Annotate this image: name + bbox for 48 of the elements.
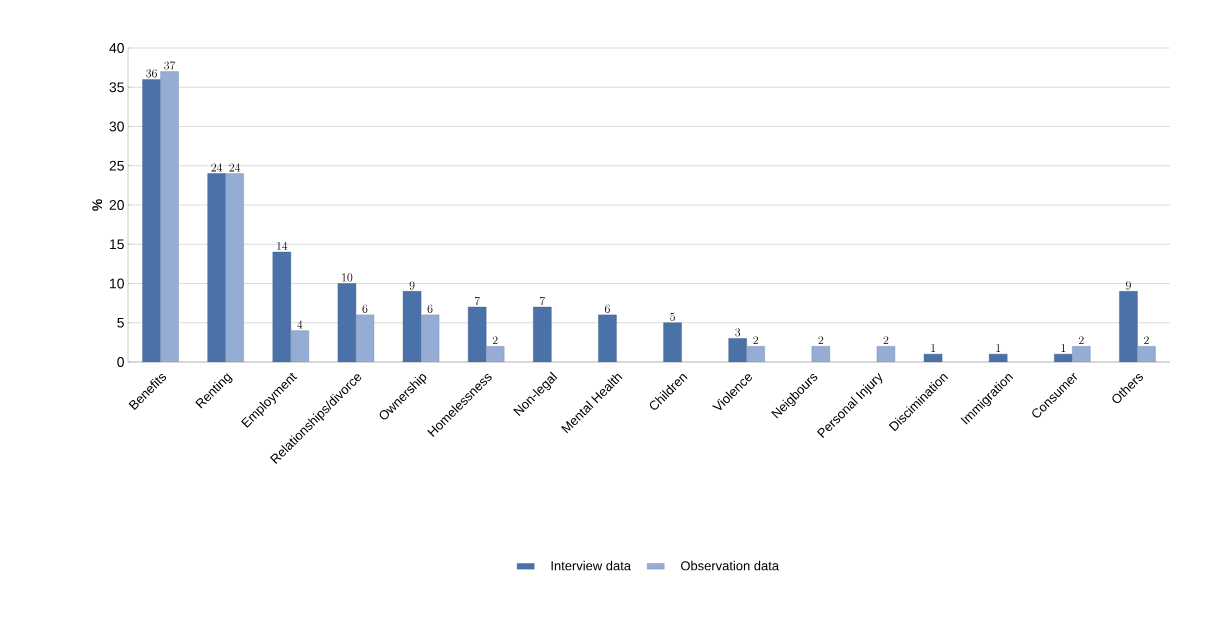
legend-label: Observation data (681, 560, 780, 571)
data-label: 9 (409, 281, 415, 290)
data-label: 2 (1078, 336, 1084, 345)
data-label: 36 (146, 69, 157, 78)
data-label: 1 (931, 344, 936, 352)
data-label: 1 (996, 344, 1001, 352)
data-label: 24 (211, 163, 223, 172)
bar (290, 330, 310, 362)
bar (598, 314, 617, 362)
data-label: 3 (735, 328, 741, 337)
data-label: 1 (1061, 344, 1066, 352)
data-label: 37 (164, 61, 176, 70)
data-label: 7 (540, 296, 546, 306)
data-label: 5 (670, 312, 675, 321)
bar (533, 306, 552, 362)
data-label: 7 (474, 296, 480, 306)
y-axis-title: % (92, 199, 103, 211)
data-label: 2 (492, 336, 498, 345)
legend-label: Interview data (551, 560, 631, 571)
y-tick-label: 40 (109, 43, 124, 53)
data-label: 2 (753, 336, 759, 345)
bar (1119, 291, 1138, 362)
data-label: 6 (605, 304, 610, 313)
y-tick-label: 25 (109, 160, 124, 171)
data-label: 2 (883, 336, 889, 345)
data-label: 6 (362, 304, 368, 313)
y-tick-label: 5 (117, 317, 124, 328)
y-tick-label: 30 (109, 121, 124, 132)
y-tick-label: 0 (117, 357, 124, 367)
data-label: 6 (427, 304, 433, 313)
y-tick-label: 20 (109, 200, 124, 210)
y-tick-label: 35 (109, 82, 124, 93)
bar (142, 79, 161, 362)
data-label: 14 (277, 241, 288, 250)
bar (272, 251, 292, 362)
data-label: 2 (1144, 336, 1149, 345)
data-label: 2 (818, 336, 824, 345)
bar (467, 306, 487, 362)
y-tick-label: 15 (110, 239, 124, 250)
y-tick-label: 10 (110, 278, 124, 289)
data-label: 10 (342, 273, 353, 282)
bar (225, 173, 244, 362)
bar (160, 71, 179, 362)
data-label: 9 (1126, 281, 1131, 290)
bar (207, 173, 226, 362)
bar (663, 322, 682, 362)
data-label: 4 (297, 320, 303, 329)
data-label: 24 (229, 163, 241, 172)
